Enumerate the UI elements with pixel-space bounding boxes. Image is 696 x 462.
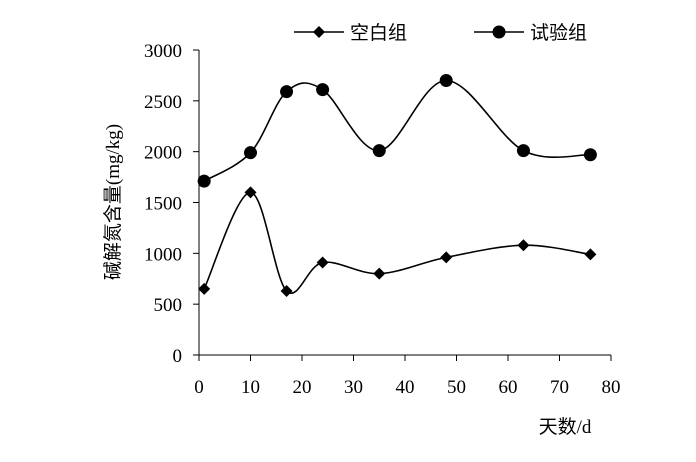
axes: 0 500 1000 1500 2000 2500 3000 0 10 20 30 40 50 60 70 8…	[144, 41, 621, 398]
data-point	[584, 248, 597, 261]
x-tick-label: 0	[194, 377, 204, 398]
data-point	[197, 174, 211, 188]
data-point	[280, 284, 293, 297]
data-point	[440, 251, 453, 264]
x-axis-label: 天数/d	[539, 416, 592, 438]
x-tick-label: 10	[241, 377, 260, 398]
data-point	[373, 267, 386, 280]
y-axis-label: 碱解氮含量(mg/kg)	[102, 124, 124, 280]
legend-label: 试验组	[530, 22, 587, 44]
x-tick-label: 70	[550, 377, 569, 398]
y-tick-label: 0	[173, 346, 183, 367]
series-2	[197, 74, 597, 188]
data-point	[517, 239, 530, 252]
data-point	[280, 85, 294, 99]
y-tick-label: 2500	[144, 92, 182, 113]
data-point	[316, 256, 329, 269]
data-point	[244, 186, 257, 199]
data-point	[516, 144, 530, 158]
series-layer	[197, 74, 597, 297]
series-line	[203, 79, 591, 182]
y-tick-label: 500	[154, 295, 183, 316]
y-tick-label: 1000	[144, 244, 182, 265]
x-tick-label: 50	[447, 377, 466, 398]
legend: 空白组 试验组	[294, 22, 587, 44]
y-tick-label: 2000	[144, 143, 182, 164]
data-point	[372, 144, 386, 158]
legend-marker	[492, 25, 506, 39]
legend-item: 试验组	[474, 22, 587, 44]
legend-item: 空白组	[294, 22, 407, 44]
data-point	[198, 282, 211, 295]
data-point	[244, 146, 257, 160]
data-point	[316, 83, 330, 97]
y-tick-label: 1500	[144, 194, 182, 215]
data-point	[583, 148, 597, 162]
data-point	[439, 74, 453, 87]
x-tick-label: 40	[396, 377, 415, 398]
legend-label: 空白组	[350, 22, 407, 44]
x-tick-label: 60	[499, 377, 518, 398]
series-1	[198, 186, 597, 297]
x-tick-label: 80	[602, 377, 621, 398]
x-tick-label: 30	[344, 377, 363, 398]
x-tick-label: 20	[293, 377, 312, 398]
series-line	[203, 191, 591, 294]
y-tick-label: 3000	[144, 41, 182, 62]
legend-marker	[313, 26, 325, 38]
